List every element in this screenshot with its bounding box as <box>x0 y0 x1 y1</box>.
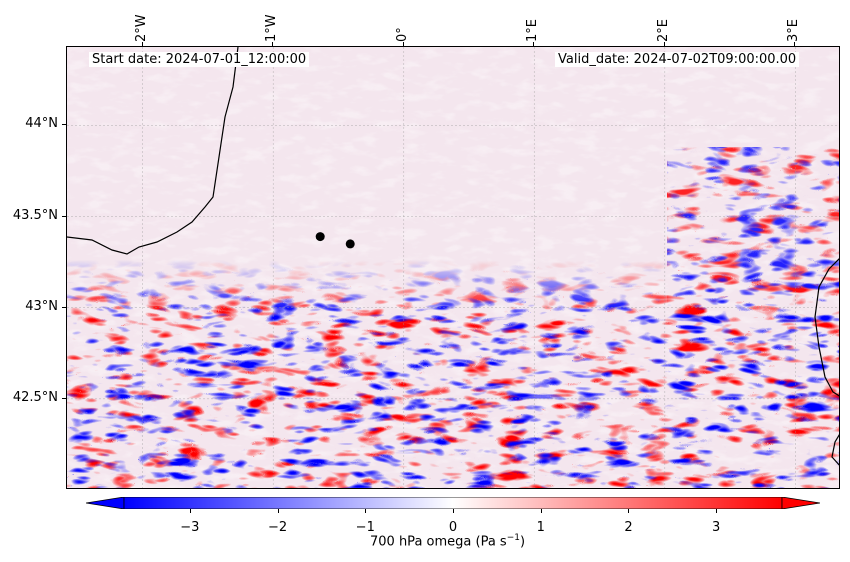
map-panel <box>66 46 840 489</box>
lon-label-4: 1°E <box>525 19 541 42</box>
colorbar-tick <box>628 509 630 513</box>
colorbar-tick <box>365 509 367 513</box>
colorbar-tick <box>189 509 191 513</box>
lon-tick <box>663 42 665 46</box>
lat-label-4: 42.5°N <box>12 389 58 405</box>
colorbar-tick-label-6: 2 <box>624 520 633 535</box>
lat-label-2: 43.5°N <box>12 207 58 223</box>
lon-label-2: 1°W <box>264 14 280 42</box>
colorbar-gradient <box>123 497 783 509</box>
start-date-annotation: Start date: 2024-07-01_12:00:00 <box>89 52 310 67</box>
colorbar-tick-label-2: −2 <box>267 520 288 535</box>
omega-texture-strong <box>67 47 839 488</box>
colorbar <box>86 497 820 509</box>
lon-label-5: 2°E <box>655 19 671 42</box>
station-markers <box>315 232 355 249</box>
lon-label-6: 3°E <box>786 19 802 42</box>
station-marker-2 <box>345 239 355 249</box>
omega-field-map <box>67 47 839 488</box>
valid-date-annotation: Valid_date: 2024-07-02T09:00:00.00 <box>555 52 800 67</box>
lon-label-3: 0° <box>394 27 410 42</box>
lon-tick <box>272 42 274 46</box>
colorbar-tick-label-4: 0 <box>448 520 458 535</box>
lat-tick <box>62 306 66 308</box>
lat-tick <box>62 397 66 399</box>
lat-tick <box>62 124 66 126</box>
lon-tick <box>141 42 143 46</box>
lon-label-1: 2°W <box>133 14 149 42</box>
colorbar-extend-high <box>781 497 820 509</box>
station-marker-1 <box>315 232 325 242</box>
colorbar-tick <box>277 509 279 513</box>
colorbar-tick-label-5: 1 <box>536 520 545 535</box>
gridlines <box>67 47 839 488</box>
colorbar-tick <box>540 509 542 513</box>
lon-tick <box>402 42 404 46</box>
colorbar-label: 700 hPa omega (Pa s−1) <box>370 533 526 550</box>
coastline <box>67 47 839 466</box>
colorbar-tick-label-1: −3 <box>180 520 200 535</box>
colorbar-tick <box>716 509 718 513</box>
colorbar-extend-low <box>86 497 125 509</box>
lat-label-3: 43°N <box>25 298 58 314</box>
colorbar-tick <box>453 509 454 513</box>
lat-label-1: 44°N <box>25 116 58 132</box>
colorbar-tick-label-3: −1 <box>355 520 375 535</box>
lat-tick <box>62 215 66 217</box>
lon-tick <box>533 42 535 46</box>
lon-tick <box>794 42 796 46</box>
colorbar-tick-label-7: 3 <box>712 520 721 535</box>
